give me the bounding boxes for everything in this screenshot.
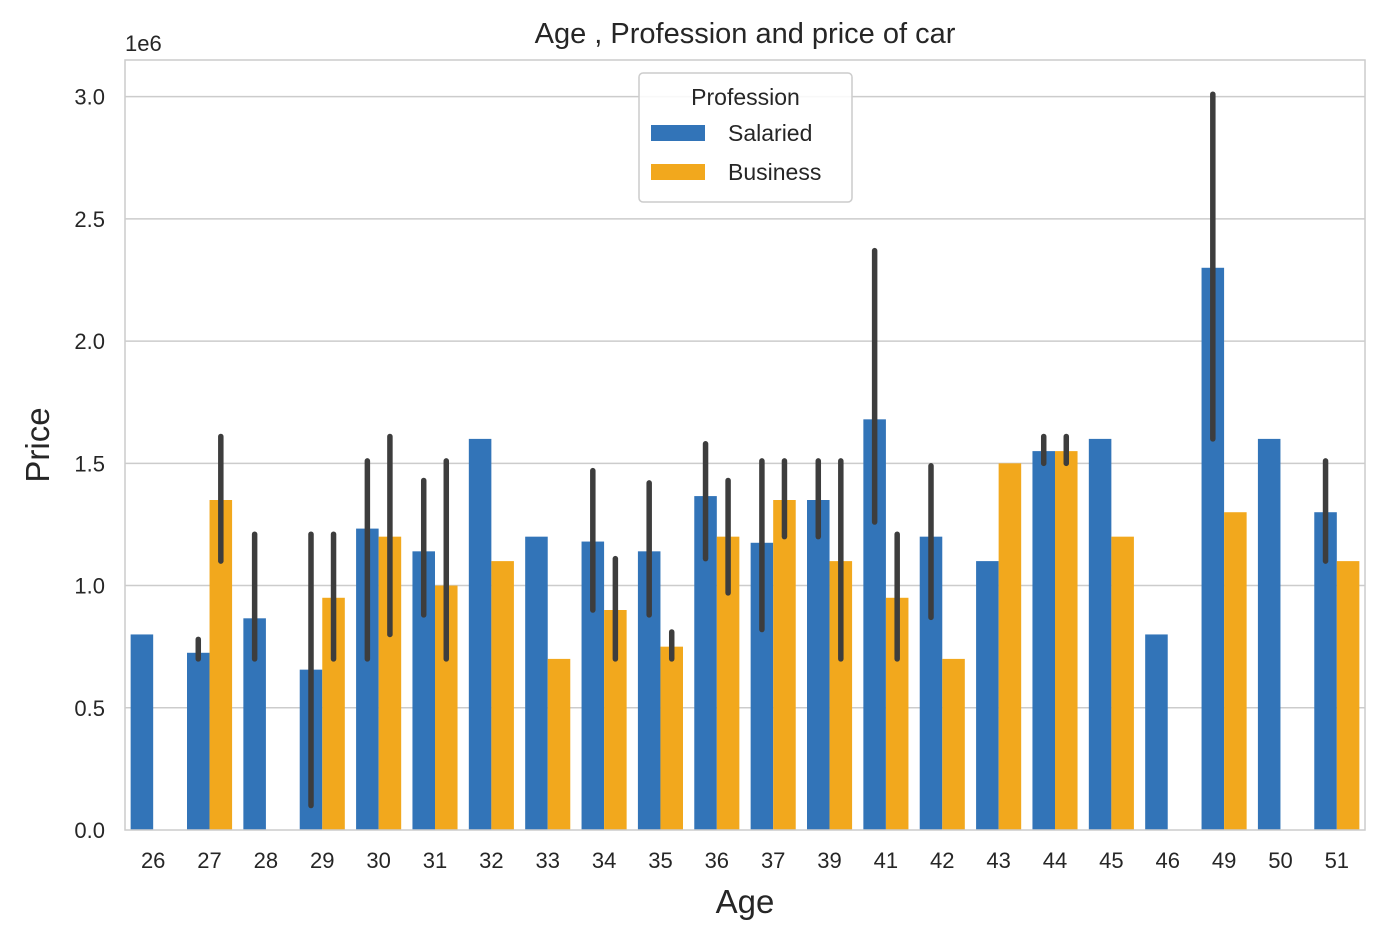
x-axis-label: Age [716, 883, 775, 920]
bar-salaried-35 [637, 551, 661, 830]
y-tick-label: 0.0 [74, 818, 105, 843]
bar-business-33 [547, 658, 571, 830]
bar-salaried-51 [1314, 512, 1337, 830]
x-tick-label: 46 [1155, 848, 1179, 873]
legend-swatch-business [651, 164, 705, 180]
x-tick-label: 28 [254, 848, 278, 873]
bar-salaried-36 [694, 496, 717, 830]
legend-title: Profession [691, 84, 800, 110]
bar-business-31 [435, 585, 458, 830]
bar-business-41 [885, 597, 909, 830]
bar-business-27 [209, 500, 233, 830]
x-tick-label: 49 [1212, 848, 1236, 873]
y-tick-label: 0.5 [74, 696, 105, 721]
x-tick-label: 37 [761, 848, 785, 873]
x-tick-label: 35 [648, 848, 672, 873]
bars [130, 267, 1360, 830]
x-tick-label: 51 [1325, 848, 1349, 873]
bar-salaried-43 [976, 561, 999, 830]
x-tick-label: 33 [535, 848, 559, 873]
bar-business-29 [322, 597, 345, 830]
x-tick-label: 36 [705, 848, 729, 873]
bar-business-30 [378, 536, 402, 830]
bar-business-42 [942, 658, 965, 830]
bar-salaried-50 [1257, 438, 1281, 830]
bar-salaried-37 [750, 542, 774, 830]
y-axis-label: Price [19, 407, 56, 482]
bar-business-43 [998, 463, 1022, 830]
bar-business-49 [1224, 512, 1247, 830]
x-tick-label: 42 [930, 848, 954, 873]
error-bars [195, 91, 1329, 809]
x-tick-label: 31 [423, 848, 447, 873]
x-tick-label: 30 [366, 848, 390, 873]
legend-label-business: Business [728, 159, 821, 185]
x-tick-label: 41 [874, 848, 898, 873]
bar-business-44 [1055, 451, 1078, 830]
bar-salaried-26 [130, 634, 154, 830]
x-tick-label: 39 [817, 848, 841, 873]
bar-salaried-33 [525, 536, 548, 830]
bar-business-37 [773, 500, 796, 830]
bar-salaried-30 [356, 528, 379, 830]
y-offset-text: 1e6 [125, 31, 162, 56]
legend: Profession Salaried Business [638, 72, 853, 203]
x-tick-labels: 26 27 28 29 30 31 32 33 34 35 36 37 39 41 42 43 44 45 46 49… [141, 848, 1349, 873]
bar-salaried-28 [243, 618, 266, 830]
bar-salaried-39 [807, 500, 830, 830]
y-tick-label: 1.0 [74, 574, 105, 599]
bar-business-51 [1336, 561, 1360, 830]
x-tick-label: 34 [592, 848, 616, 873]
x-tick-label: 26 [141, 848, 165, 873]
x-tick-label: 45 [1099, 848, 1123, 873]
bar-business-34 [604, 610, 627, 830]
x-tick-label: 50 [1268, 848, 1292, 873]
y-tick-label: 3.0 [74, 85, 105, 110]
bar-salaried-45 [1088, 438, 1112, 830]
bar-salaried-44 [1032, 451, 1055, 830]
x-tick-label: 29 [310, 848, 334, 873]
x-tick-label: 44 [1043, 848, 1067, 873]
legend-swatch-salaried [651, 125, 705, 141]
bar-salaried-34 [581, 541, 605, 830]
bar-salaried-32 [468, 438, 492, 830]
bar-salaried-41 [863, 419, 886, 830]
legend-label-salaried: Salaried [728, 120, 812, 146]
bar-business-32 [491, 561, 514, 830]
y-tick-label: 1.5 [74, 451, 105, 476]
chart-title: Age , Profession and price of car [535, 18, 956, 50]
bar-salaried-46 [1145, 634, 1168, 830]
y-tick-labels: 0.0 0.5 1.0 1.5 2.0 2.5 3.0 [74, 85, 105, 843]
bar-salaried-42 [919, 536, 943, 830]
bar-business-45 [1111, 536, 1134, 830]
bar-salaried-31 [412, 551, 435, 830]
bar-salaried-49 [1201, 267, 1225, 830]
x-tick-label: 43 [986, 848, 1010, 873]
bar-business-36 [716, 536, 740, 830]
bar-business-39 [829, 561, 853, 830]
x-tick-label: 32 [479, 848, 503, 873]
x-tick-label: 27 [197, 848, 221, 873]
plot-frame [124, 59, 1366, 831]
bar-salaried-27 [187, 652, 210, 830]
y-tick-label: 2.0 [74, 329, 105, 354]
bar-business-35 [660, 646, 683, 830]
y-tick-label: 2.5 [74, 207, 105, 232]
